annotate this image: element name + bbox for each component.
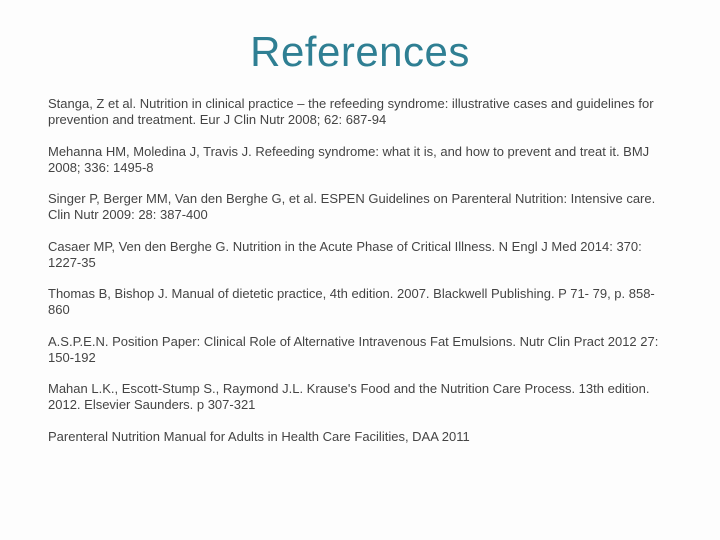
reference-item: Singer P, Berger MM, Van den Berghe G, e… <box>48 191 672 224</box>
reference-item: A.S.P.E.N. Position Paper: Clinical Role… <box>48 334 672 367</box>
reference-item: Mahan L.K., Escott-Stump S., Raymond J.L… <box>48 381 672 414</box>
reference-item: Casaer MP, Ven den Berghe G. Nutrition i… <box>48 239 672 272</box>
reference-item: Mehanna HM, Moledina J, Travis J. Refeed… <box>48 144 672 177</box>
reference-item: Parenteral Nutrition Manual for Adults i… <box>48 429 672 445</box>
reference-item: Thomas B, Bishop J. Manual of dietetic p… <box>48 286 672 319</box>
reference-item: Stanga, Z et al. Nutrition in clinical p… <box>48 96 672 129</box>
slide-title: References <box>48 28 672 76</box>
references-list: Stanga, Z et al. Nutrition in clinical p… <box>48 96 672 445</box>
